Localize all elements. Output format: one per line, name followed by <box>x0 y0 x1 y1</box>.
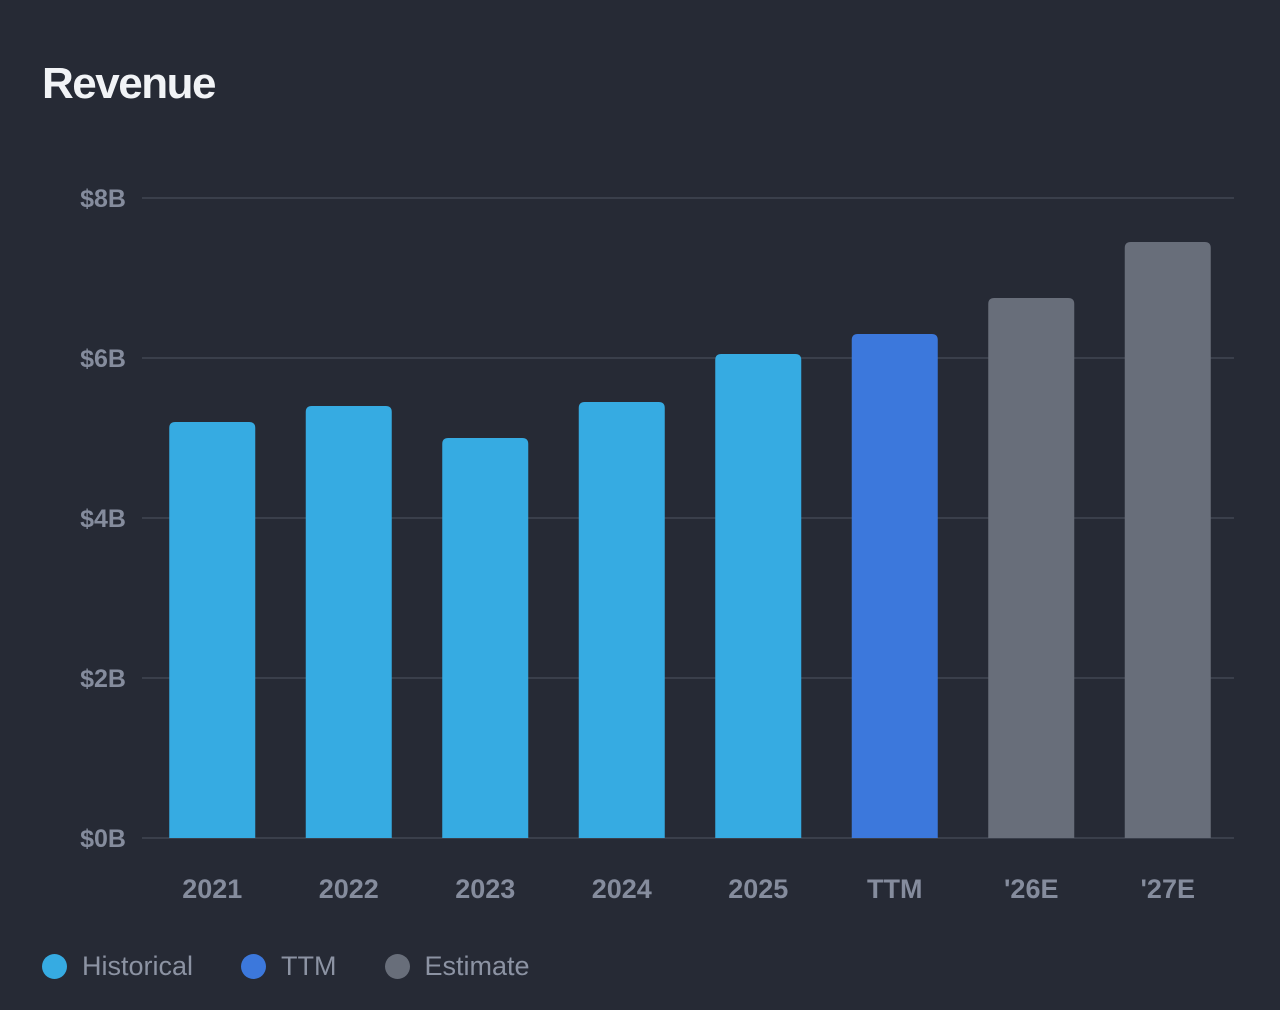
y-axis-ticks: $0B $2B $4B $6B $8B <box>80 185 126 853</box>
y-tick-label: $8B <box>80 185 126 213</box>
legend-item-ttm[interactable]: TTM <box>241 950 337 982</box>
y-tick-label: $2B <box>80 665 126 693</box>
x-tick-label: 2022 <box>319 874 379 904</box>
x-tick-label: 2024 <box>592 874 652 904</box>
legend-dot-icon <box>384 953 410 979</box>
bar-2025[interactable] <box>715 354 802 838</box>
bar-26e[interactable] <box>988 298 1075 838</box>
bars <box>169 242 1211 838</box>
legend-label: Historical <box>82 950 194 981</box>
y-tick-label: $6B <box>80 345 126 373</box>
legend-item-historical[interactable]: Historical <box>42 951 193 982</box>
legend-label: TTM <box>281 950 337 981</box>
y-tick-label: $4B <box>80 505 126 533</box>
x-tick-label: TTM <box>867 874 922 904</box>
legend-dot-icon <box>241 953 267 979</box>
chart-title: Revenue <box>42 59 216 108</box>
chart-legend: Historical TTM Estimate <box>42 948 578 984</box>
x-tick-label: 2025 <box>728 874 788 904</box>
bar-2023[interactable] <box>442 438 529 838</box>
bar-ttm[interactable] <box>851 334 938 838</box>
bar-2022[interactable] <box>305 406 392 838</box>
legend-label: Estimate <box>424 950 530 981</box>
legend-dot-icon <box>42 953 67 979</box>
x-tick-label: '27E <box>1141 874 1195 904</box>
x-tick-label: 2021 <box>182 874 242 904</box>
legend-item-estimate[interactable]: Estimate <box>384 950 530 982</box>
bar-2024[interactable] <box>578 402 665 838</box>
bar-27e[interactable] <box>1124 242 1211 838</box>
bar-2021[interactable] <box>169 422 256 838</box>
x-axis-ticks: 2021 2022 2023 2024 2025 TTM '26E '27E <box>182 874 1195 904</box>
x-tick-label: '26E <box>1004 874 1058 904</box>
x-tick-label: 2023 <box>455 874 515 904</box>
y-tick-label: $0B <box>80 825 126 853</box>
revenue-bar-chart: $0B $2B $4B $6B $8B 2021 2022 2023 2024 2025 TTM '… <box>80 185 1234 904</box>
